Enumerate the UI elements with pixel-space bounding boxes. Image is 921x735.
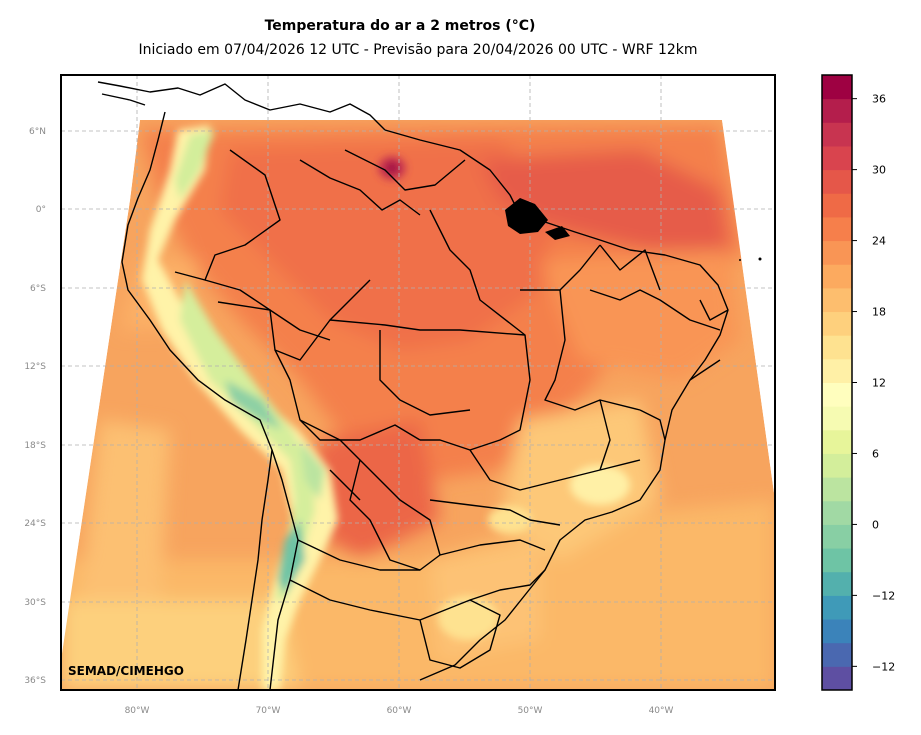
lat-label: 30°S: [24, 598, 46, 608]
temperature-field: [61, 75, 775, 690]
colorbar-segment: [822, 264, 852, 289]
colorbar-ticks: 36 30 24 18 12 6 0 −12 −12: [852, 93, 895, 673]
colorbar-segment: [822, 216, 852, 242]
island-dot: [739, 259, 741, 261]
colorbar-segment: [822, 311, 852, 336]
lat-label: 12°S: [24, 362, 46, 372]
colorbar-segment: [822, 406, 852, 431]
colorbar-tick-label: −12: [872, 589, 895, 602]
colorbar-segment: [822, 642, 852, 667]
lon-label: 40°W: [649, 706, 674, 716]
colorbar-segment: [822, 335, 852, 360]
colorbar: [822, 75, 852, 691]
latitude-labels: 6°N 0° 6°S 12°S 18°S 24°S 30°S 36°S: [24, 127, 46, 686]
colorbar-segment: [822, 500, 852, 525]
longitude-labels: 80°W 70°W 60°W 50°W 40°W: [125, 706, 674, 716]
amazon-delta-islands: [505, 198, 570, 240]
colorbar-tick-label: 24: [872, 235, 886, 248]
colorbar-segment: [822, 524, 852, 549]
colorbar-tick-label: 30: [872, 164, 886, 177]
island-dot: [758, 257, 762, 261]
chart-subtitle: Iniciado em 07/04/2026 12 UTC - Previsão…: [138, 42, 698, 58]
lat-label: 24°S: [24, 519, 46, 529]
colorbar-segment: [822, 666, 852, 691]
colorbar-segment: [822, 169, 852, 194]
lat-label: 6°N: [29, 127, 46, 137]
colorbar-segment: [822, 619, 852, 644]
lon-label: 50°W: [518, 706, 543, 716]
lat-label: 6°S: [30, 284, 46, 294]
colorbar-segment: [822, 571, 852, 596]
lon-label: 70°W: [256, 706, 281, 716]
credit-label: SEMAD/CIMEHGO: [68, 664, 184, 678]
colorbar-tick-label: 18: [872, 306, 886, 319]
colorbar-segment: [822, 429, 852, 454]
colorbar-segment: [822, 453, 852, 478]
colorbar-segment: [822, 145, 852, 171]
map-frame: [60, 74, 776, 691]
gridlines: [61, 75, 775, 690]
colorbar-segment: [822, 240, 852, 265]
colorbar-tick-label: 12: [872, 377, 886, 390]
country-borders: [97, 81, 729, 690]
colorbar-tick-label: 6: [872, 447, 879, 460]
colorbar-segment: [822, 548, 852, 573]
lat-label: 0°: [36, 205, 46, 215]
colorbar-segment: [822, 75, 852, 100]
colorbar-segment: [822, 98, 852, 123]
colorbar-segment: [822, 287, 852, 313]
colorbar-tick-label: 36: [872, 93, 886, 106]
lat-label: 36°S: [24, 676, 46, 686]
chart-title: Temperatura do ar a 2 metros (°C): [264, 18, 536, 34]
lon-label: 80°W: [125, 706, 150, 716]
colorbar-segment: [822, 595, 852, 620]
colorbar-segment: [822, 193, 852, 218]
colorbar-segment: [822, 477, 852, 502]
colorbar-segment: [822, 122, 852, 147]
lon-label: 60°W: [387, 706, 412, 716]
colorbar-tick-label: 0: [872, 518, 879, 531]
lat-label: 18°S: [24, 441, 46, 451]
colorbar-segment: [822, 382, 852, 407]
colorbar-segment: [822, 358, 852, 383]
colorbar-tick-label: −12: [872, 660, 895, 673]
